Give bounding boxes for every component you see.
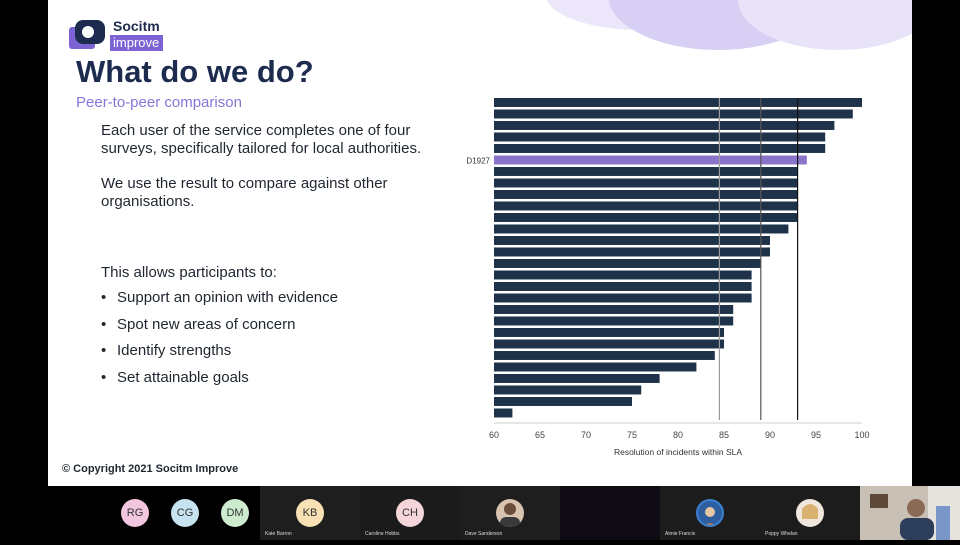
page-subtitle: Peer-to-peer comparison — [76, 94, 242, 111]
x-tick-label: 70 — [581, 430, 591, 440]
chart-bar — [494, 259, 761, 268]
chart-bar — [494, 98, 862, 107]
chart-bar — [494, 362, 697, 372]
x-tick-label: 75 — [627, 430, 637, 440]
avatar: CG — [171, 499, 199, 527]
avatar: KB — [296, 499, 324, 527]
chart-bar — [494, 121, 835, 130]
chart-bar — [494, 132, 826, 142]
bullet-item: Set attainable goals — [101, 369, 338, 396]
participant-tile[interactable]: RG — [110, 486, 160, 540]
bullet-item: Support an opinion with evidence — [101, 289, 338, 316]
chart-bar — [494, 328, 724, 337]
x-tick-label: 100 — [854, 430, 869, 440]
highlighted-bar — [494, 155, 807, 165]
chart-bar — [494, 270, 752, 280]
participant-photo — [496, 499, 524, 527]
bullet-item: Spot new areas of concern — [101, 316, 338, 343]
benchmark-bar-chart: D1927 60 65 70 75 80 85 90 95 100 Resolution of in… — [466, 98, 870, 457]
participant-tile[interactable]: CH Caroline Hobbs — [360, 486, 460, 540]
page-title: What do we do? — [76, 54, 314, 89]
slide: Socitm improve What do we do? Peer-to-pe… — [48, 0, 912, 486]
chart-bar — [494, 109, 853, 119]
participant-tile[interactable]: Dave Sanderson — [460, 486, 560, 540]
participant-tile[interactable]: DM — [210, 486, 260, 540]
participant-photo — [796, 499, 824, 527]
logo-mark-icon — [69, 20, 105, 49]
chart-bar — [494, 282, 752, 291]
participant-tile[interactable]: Aimie Francis — [660, 486, 760, 540]
participant-tile[interactable]: Poppy Whelan — [760, 486, 860, 540]
participant-name: Dave Sanderson — [465, 531, 503, 537]
logo-text-improve: improve — [110, 35, 164, 51]
chart-bar — [494, 408, 513, 418]
chart-bar — [494, 167, 798, 176]
highlight-label: D1927 — [466, 156, 490, 165]
avatar: DM — [221, 499, 249, 527]
chart-bar — [494, 213, 798, 222]
chart-bar — [494, 190, 798, 199]
chart-bar — [494, 247, 770, 257]
chart-bar — [494, 339, 724, 349]
participant-name: Caroline Hobbs — [365, 531, 400, 537]
chart-bar — [494, 397, 632, 406]
bullet-item: Identify strengths — [101, 342, 338, 369]
chart-bar — [494, 385, 642, 395]
chart-bar — [494, 351, 715, 360]
chart-bar — [494, 374, 660, 383]
self-video-tile[interactable] — [860, 486, 960, 540]
participant-strip: RG CG DM KB Kate Barron CH Caroline Hobb… — [0, 486, 960, 540]
participant-tile[interactable]: CG — [160, 486, 210, 540]
body-paragraph: This allows participants to: — [101, 264, 277, 281]
chart-bar — [494, 316, 734, 326]
chart-bar — [494, 236, 770, 245]
participant-photo — [696, 499, 724, 527]
chart-bar — [494, 144, 826, 153]
participant-tile[interactable]: KB Kate Barron — [260, 486, 360, 540]
x-tick-label: 95 — [811, 430, 821, 440]
participant-name: Aimie Francis — [665, 531, 696, 537]
x-tick-label: 85 — [719, 430, 729, 440]
avatar: CH — [396, 499, 424, 527]
x-tick-label: 80 — [673, 430, 683, 440]
socitm-logo: Socitm improve — [68, 18, 172, 54]
x-tick-label: 60 — [489, 430, 499, 440]
participant-name: Poppy Whelan — [765, 531, 798, 537]
chart-bar — [494, 178, 798, 188]
copyright: © Copyright 2021 Socitm Improve — [62, 463, 239, 475]
slide-body: Each user of the service completes one o… — [101, 122, 431, 210]
logo-text-socitm: Socitm — [113, 18, 160, 34]
chart-bar — [494, 293, 752, 303]
self-video-icon — [860, 486, 960, 540]
x-axis-label: Resolution of incidents within SLA — [614, 447, 742, 457]
chart-bar — [494, 201, 798, 211]
participant-tile[interactable] — [560, 486, 660, 540]
chart-bar — [494, 305, 734, 314]
body-paragraph: We use the result to compare against oth… — [101, 175, 388, 210]
bullet-list: Support an opinion with evidence Spot ne… — [101, 289, 338, 395]
avatar: RG — [121, 499, 149, 527]
x-tick-label: 90 — [765, 430, 775, 440]
participant-name: Kate Barron — [265, 531, 292, 537]
chart-bar — [494, 224, 789, 234]
x-tick-label: 65 — [535, 430, 545, 440]
body-paragraph: Each user of the service completes one o… — [101, 122, 422, 157]
